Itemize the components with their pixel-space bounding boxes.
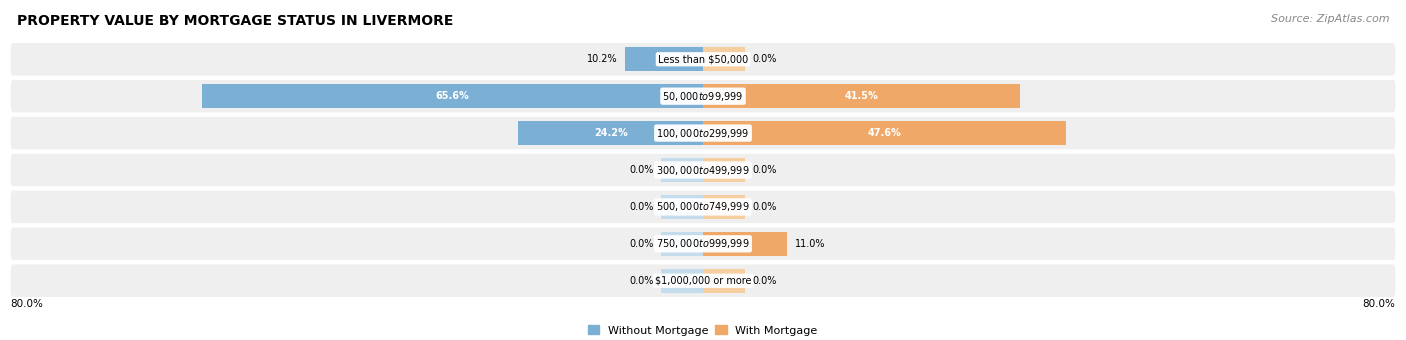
Text: 0.0%: 0.0% [628, 202, 654, 212]
FancyBboxPatch shape [10, 227, 1396, 260]
Text: 0.0%: 0.0% [752, 165, 778, 175]
Text: 80.0%: 80.0% [10, 299, 44, 309]
Bar [703, 84, 1019, 108]
FancyBboxPatch shape [10, 80, 1396, 113]
Text: 10.2%: 10.2% [586, 54, 617, 64]
Text: $100,000 to $299,999: $100,000 to $299,999 [657, 126, 749, 140]
Bar [661, 269, 703, 293]
Text: 24.2%: 24.2% [593, 128, 627, 138]
Bar [703, 47, 745, 71]
Bar [202, 84, 703, 108]
Text: $50,000 to $99,999: $50,000 to $99,999 [662, 90, 744, 103]
Bar [626, 47, 703, 71]
Bar [703, 121, 1066, 145]
Text: 80.0%: 80.0% [1362, 299, 1396, 309]
Text: $500,000 to $749,999: $500,000 to $749,999 [657, 200, 749, 214]
Bar [703, 195, 745, 219]
Text: 0.0%: 0.0% [752, 202, 778, 212]
Text: 0.0%: 0.0% [752, 54, 778, 64]
Bar [661, 195, 703, 219]
Text: 0.0%: 0.0% [752, 276, 778, 286]
Text: 65.6%: 65.6% [436, 91, 470, 101]
Text: 41.5%: 41.5% [845, 91, 879, 101]
Text: 0.0%: 0.0% [628, 276, 654, 286]
Text: 0.0%: 0.0% [628, 239, 654, 249]
Legend: Without Mortgage, With Mortgage: Without Mortgage, With Mortgage [583, 321, 823, 340]
Text: $1,000,000 or more: $1,000,000 or more [655, 276, 751, 286]
FancyBboxPatch shape [10, 117, 1396, 149]
Text: 11.0%: 11.0% [794, 239, 825, 249]
Bar [703, 158, 745, 182]
Text: 0.0%: 0.0% [628, 165, 654, 175]
FancyBboxPatch shape [10, 265, 1396, 297]
FancyBboxPatch shape [10, 191, 1396, 223]
Bar [519, 121, 703, 145]
FancyBboxPatch shape [10, 43, 1396, 75]
Text: Less than $50,000: Less than $50,000 [658, 54, 748, 64]
Text: PROPERTY VALUE BY MORTGAGE STATUS IN LIVERMORE: PROPERTY VALUE BY MORTGAGE STATUS IN LIV… [17, 14, 453, 28]
Bar [703, 232, 787, 256]
Bar [661, 232, 703, 256]
Text: Source: ZipAtlas.com: Source: ZipAtlas.com [1271, 14, 1389, 23]
Text: $300,000 to $499,999: $300,000 to $499,999 [657, 164, 749, 176]
Bar [703, 269, 745, 293]
Text: $750,000 to $999,999: $750,000 to $999,999 [657, 237, 749, 250]
Text: 47.6%: 47.6% [868, 128, 901, 138]
FancyBboxPatch shape [10, 154, 1396, 186]
Bar [661, 158, 703, 182]
